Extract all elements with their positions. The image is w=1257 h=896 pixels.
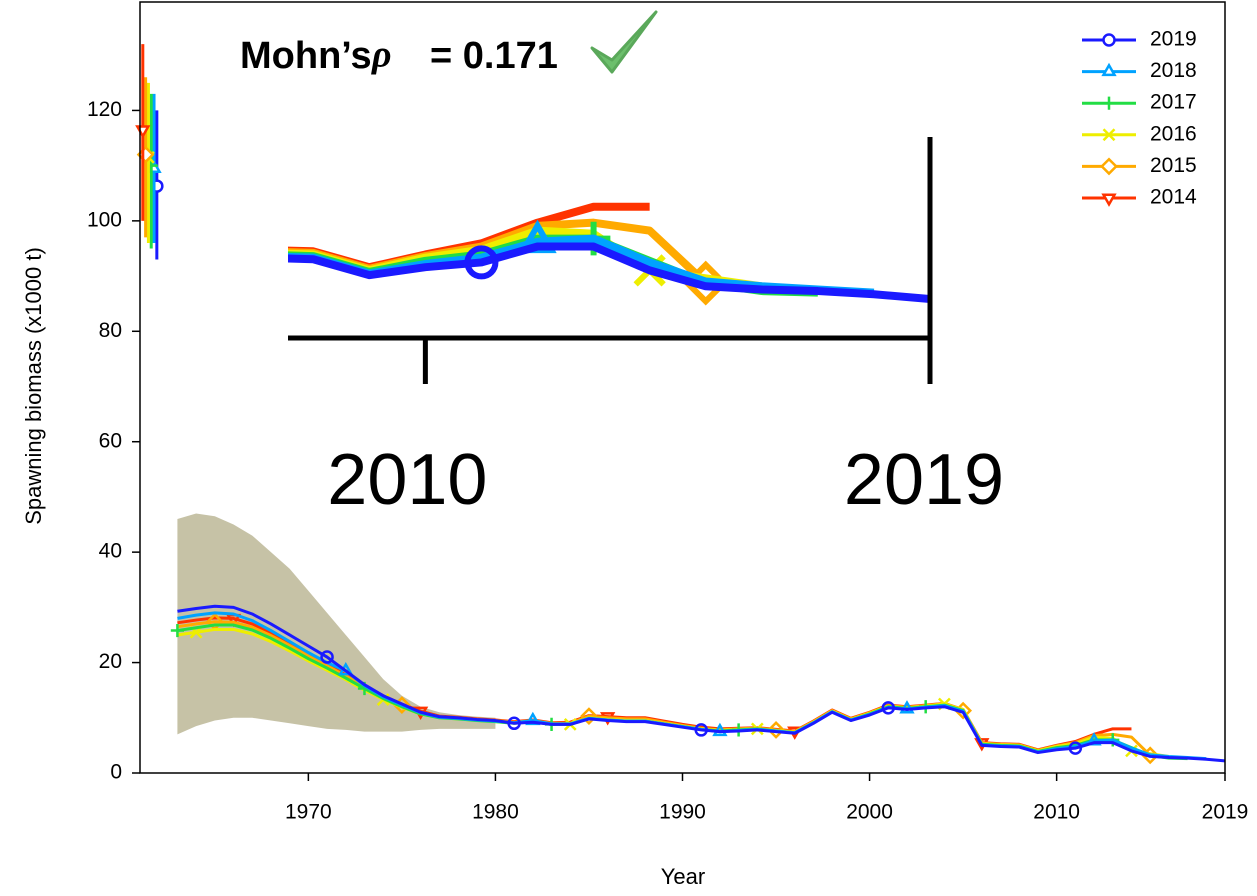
inset-tick-label: 2019 (844, 440, 1004, 520)
legend-label: 2016 (1150, 122, 1197, 145)
x-tick-label: 2000 (846, 801, 893, 824)
series-marker (320, 650, 334, 664)
legend-label: 2018 (1150, 59, 1197, 82)
y-tick-label: 40 (99, 540, 122, 563)
x-tick-label: 1970 (285, 801, 332, 824)
x-axis-label: Year (661, 864, 705, 889)
legend-marker (1101, 193, 1117, 207)
series-marker (1086, 732, 1102, 746)
line-layer (135, 44, 1226, 765)
y-tick-label: 80 (99, 319, 122, 342)
series-marker (881, 701, 896, 715)
y-tick-label: 120 (87, 98, 122, 121)
legend: 2019 2018 2017 2016 2015 2014 (1082, 28, 1197, 209)
y-axis-label: Spawning biomass (x1000 t) (21, 247, 46, 525)
inset-tick-label: 2010 (327, 440, 487, 520)
legend-label: 2015 (1150, 154, 1197, 177)
series-marker (170, 623, 185, 638)
x-tick-label: 2019 (1202, 801, 1249, 824)
x-tick-label: 1990 (659, 801, 706, 824)
series-marker (767, 721, 785, 739)
inset: 2010 2019 (16, 121, 1004, 520)
series-marker (580, 707, 598, 726)
checkmark (590, 10, 658, 74)
series-marker (1068, 741, 1083, 755)
series-marker (694, 723, 708, 737)
legend-label: 2017 (1150, 91, 1197, 114)
series-marker (899, 700, 915, 714)
legend-marker (1102, 128, 1116, 142)
y-tick-label: 100 (87, 208, 122, 231)
series-line (177, 604, 1226, 763)
legend-marker (1101, 62, 1117, 77)
band-layer (177, 513, 496, 735)
inset-line (288, 234, 818, 297)
terminal-marker (136, 145, 155, 164)
inset-marker (187, 238, 215, 263)
axes: 0 20 40 60 80 100 120 1970 1980 1990 2000 2010 2019 (87, 1, 1249, 824)
legend-label: 2014 (1150, 186, 1197, 209)
annotation-symbol: ρ (371, 34, 392, 76)
x-tick-label: 2010 (1033, 801, 1080, 824)
annotation-value: = 0.171 (430, 35, 558, 77)
series-marker (525, 711, 541, 726)
y-tick-label: 20 (99, 650, 122, 673)
legend-label: 2019 (1150, 28, 1197, 51)
series-marker (507, 716, 521, 730)
inset-plot (16, 121, 930, 306)
inset-marker (464, 245, 499, 280)
y-tick-label: 60 (99, 429, 122, 452)
confidence-band (177, 513, 496, 735)
y-tick-label: 0 (110, 761, 122, 784)
legend-marker (1102, 96, 1116, 110)
inset-marker (75, 121, 103, 149)
legend-marker (1100, 157, 1118, 176)
legend-marker (1102, 33, 1116, 47)
inset-line (288, 242, 930, 303)
x-tick-label: 1980 (472, 801, 519, 824)
annotation-label: Mohn’s (240, 35, 372, 77)
inset-marker (16, 126, 50, 160)
